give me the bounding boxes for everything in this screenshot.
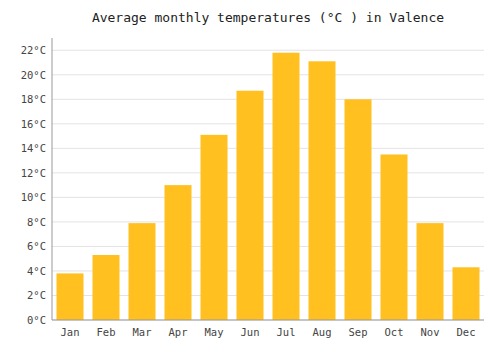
x-tick-label: Sep	[349, 326, 368, 338]
title: Average monthly temperatures (°C ) in Va…	[92, 10, 444, 25]
bar	[417, 223, 444, 320]
y-tick-label: 4°C	[27, 265, 46, 277]
x-tick-label: Feb	[97, 326, 116, 338]
bar	[309, 61, 336, 320]
x-tick-label: May	[205, 326, 224, 338]
grid-line	[52, 320, 484, 321]
bar	[93, 255, 120, 320]
bar	[201, 135, 228, 320]
grid-line	[52, 148, 484, 149]
x-tick-label: Dec	[457, 326, 476, 338]
bar	[345, 99, 372, 320]
grid-line	[52, 172, 484, 173]
grid	[52, 50, 484, 320]
y-tick-label: 18°C	[21, 93, 46, 105]
grid-line	[52, 74, 484, 75]
y-tick-label: 10°C	[21, 191, 46, 203]
grid-line	[52, 123, 484, 124]
x-axis-line	[52, 320, 484, 321]
x-tick-label: Nov	[421, 326, 440, 338]
y-tick-label: 14°C	[21, 142, 46, 154]
grid-line	[52, 221, 484, 222]
bar	[381, 154, 408, 320]
y-tick-label: 0°C	[27, 314, 46, 326]
grid-line	[52, 197, 484, 198]
y-axis-line	[52, 38, 53, 320]
x-tick-label: Mar	[133, 326, 152, 338]
bar	[273, 53, 300, 320]
x-tick-label: Apr	[169, 326, 188, 338]
y-tick-label: 2°C	[27, 289, 46, 301]
grid-line	[52, 99, 484, 100]
bars	[57, 53, 480, 320]
chart-container: Average monthly temperatures (°C ) in Va…	[0, 0, 500, 350]
bar	[453, 267, 480, 320]
chart-svg: Average monthly temperatures (°C ) in Va…	[0, 0, 500, 350]
bar	[237, 91, 264, 320]
y-tick-label: 12°C	[21, 167, 46, 179]
bar	[165, 185, 192, 320]
bar	[57, 273, 84, 320]
y-tick-label: 20°C	[21, 69, 46, 81]
y-tick-label: 22°C	[21, 44, 46, 56]
grid-line	[52, 50, 484, 51]
y-tick-label: 8°C	[27, 216, 46, 228]
x-tick-label: Oct	[385, 326, 404, 338]
y-tick-label: 16°C	[21, 118, 46, 130]
x-tick-label: Aug	[313, 326, 332, 338]
x-tick-label: Jun	[241, 326, 260, 338]
y-tick-label: 6°C	[27, 240, 46, 252]
x-tick-label: Jul	[277, 326, 296, 338]
x-tick-label: Jan	[61, 326, 80, 338]
bar	[129, 223, 156, 320]
